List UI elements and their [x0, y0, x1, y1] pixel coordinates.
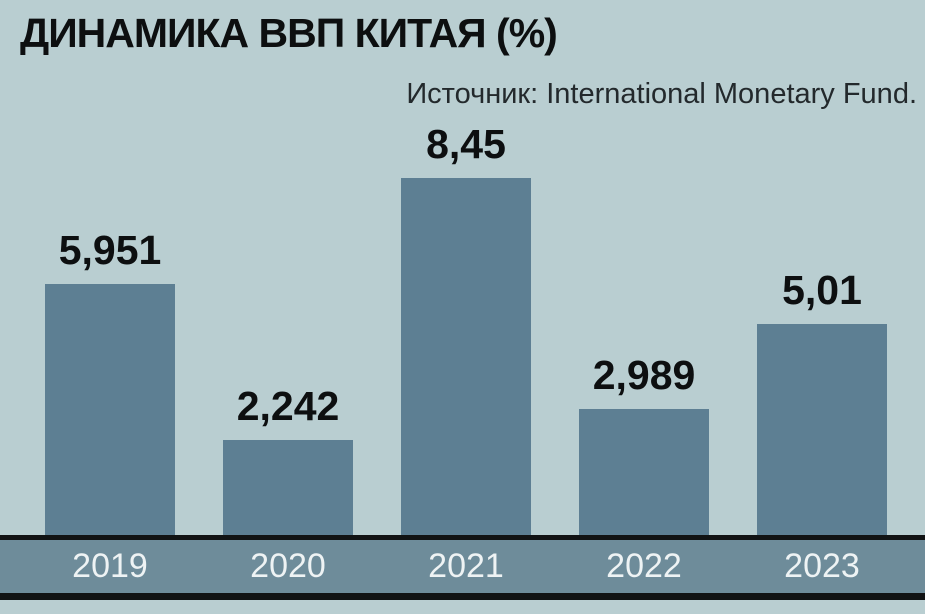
- bar-2019: [45, 284, 175, 535]
- x-tick-2023: 2023: [784, 547, 860, 585]
- x-tick-2020: 2020: [250, 547, 326, 585]
- x-tick-2019: 2019: [72, 547, 148, 585]
- bar-value-2022: 2,989: [592, 352, 696, 398]
- bar-2022: [579, 409, 709, 535]
- x-tick-2022: 2022: [606, 547, 682, 585]
- x-tick-2021: 2021: [428, 547, 504, 585]
- source-caption: Источник: International Monetary Fund.: [406, 78, 917, 110]
- x-axis-band: 2019 2020 2021 2022 2023: [0, 535, 925, 600]
- bar-2021: [401, 178, 531, 535]
- bar-2023: [757, 324, 887, 535]
- bar-value-2023: 5,01: [782, 267, 862, 313]
- chart-title: ДИНАМИКА ВВП КИТАЯ (%): [20, 10, 558, 56]
- bar-value-2019: 5,951: [58, 227, 162, 273]
- bar-value-2021: 8,45: [426, 121, 506, 167]
- bar-value-2020: 2,242: [236, 383, 340, 429]
- plot-area: 5,951 2,242 8,45 2,989 5,01: [45, 121, 887, 535]
- bar-2020: [223, 440, 353, 535]
